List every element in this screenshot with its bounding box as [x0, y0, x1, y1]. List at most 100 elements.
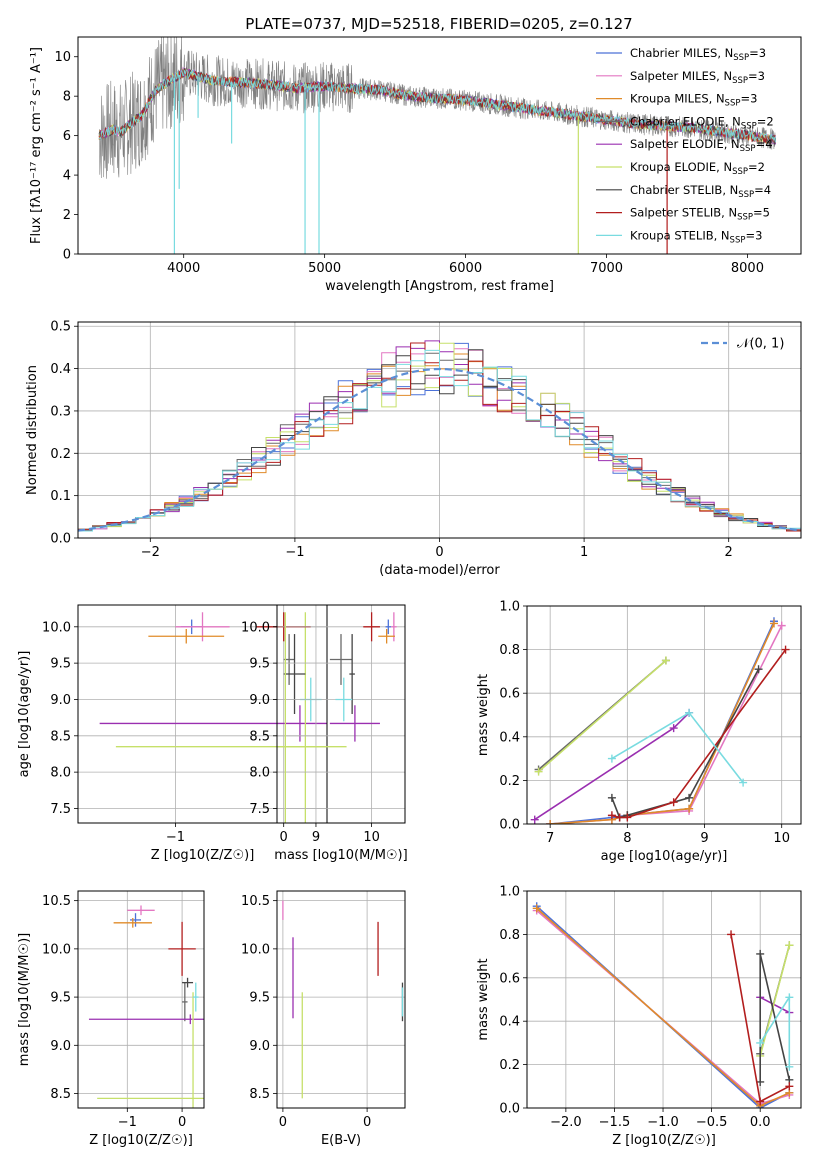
x-axis-label: wavelength [Angstrom, rest frame] [325, 279, 554, 294]
data-layer [88, 905, 204, 1108]
legend-label: 𝒩(0, 1) [737, 337, 784, 352]
y-tick-label: 0 [63, 248, 71, 263]
legend-value: =4 [756, 137, 773, 151]
y-tick-label: 0.2 [499, 774, 520, 789]
mass-vs-z-panel: −1 0 8.5 9.0 9.5 10.0 10.5 Z [log10(Z/Z☉)] mass … [17, 890, 205, 1148]
series-line [759, 994, 791, 1067]
x-tick-label: −0.5 [696, 1115, 728, 1130]
legend-subscript: SSP [733, 53, 749, 63]
y-tick-label: 0.4 [499, 1015, 520, 1030]
data-layer [98, 37, 777, 254]
point-marker [785, 1082, 794, 1091]
y-tick-label: 0.4 [50, 362, 71, 377]
legend-value: =3 [749, 46, 766, 60]
legend-subscript: SSP [738, 190, 754, 200]
age-vs-z-panel: −1 0 7.5 8.0 8.5 9.0 9.5 10.0 Z [log10(Z/Z☉)] age… [17, 604, 328, 863]
legend-value: =2 [757, 114, 774, 128]
weight-vs-age-panel: 7 8 9 10 0.0 0.2 0.4 0.6 0.8 1.0 age [log10(age/yr… [476, 600, 802, 864]
y-tick-label: 1.0 [499, 600, 520, 615]
point-marker [532, 904, 541, 913]
y-axis-label: Flux [fλ10⁻¹⁷ erg cm⁻² s⁻¹ A⁻¹] [29, 47, 44, 244]
series-line [538, 659, 667, 773]
data-layer [277, 612, 397, 823]
y-axis-label: mass [log10(M/M☉)] [17, 933, 32, 1066]
x-tick-label: 10 [363, 830, 380, 845]
x-axis-label: Z [log10(Z/Z☉)] [89, 1133, 193, 1148]
y-tick-label: 0.8 [499, 928, 520, 943]
y-tick-label: 10.5 [42, 894, 71, 909]
legend: Chabrier MILES, NSSP=3 Salpeter MILES, NS… [596, 46, 774, 245]
y-tick-label: 9.0 [249, 693, 270, 708]
y-tick-label: 9.0 [50, 1039, 71, 1054]
legend-subscript: SSP [741, 121, 757, 131]
y-tick-label: 0.3 [50, 404, 71, 419]
y-tick-label: 9.5 [249, 991, 270, 1006]
y-tick-label: 10.0 [241, 620, 270, 635]
legend-label: Salpeter ELODIE, NSSP=4 [630, 137, 773, 154]
y-tick-label: 9.5 [50, 657, 71, 672]
y-tick-label: 0.6 [499, 687, 520, 702]
x-tick-label: −2.0 [550, 1115, 582, 1130]
y-tick-label: 0.0 [499, 818, 520, 833]
mass-vs-ebv-panel: 0 0 8.5 9.0 9.5 10.0 10.5 E(B-V) [241, 890, 406, 1148]
x-tick-label: 0 [279, 1115, 287, 1130]
y-tick-label: 0.6 [499, 971, 520, 986]
x-tick-label: 7 [546, 831, 554, 846]
axes-frame [77, 321, 802, 539]
legend-value: =4 [754, 183, 771, 197]
x-axis-label: E(B-V) [321, 1133, 361, 1148]
y-tick-label: 10.0 [241, 942, 270, 957]
grid-lines [527, 605, 801, 825]
y-axis-label: mass weight [476, 674, 491, 756]
axes-frame [77, 890, 205, 1109]
point-marker [607, 793, 616, 802]
legend-label: Salpeter STELIB, NSSP=5 [630, 206, 770, 223]
y-tick-label: 9.0 [249, 1039, 270, 1054]
point-marker [769, 619, 778, 628]
x-tick-label: 5000 [308, 261, 341, 276]
legend-value: =5 [753, 206, 770, 220]
y-tick-label: 8 [63, 90, 71, 105]
x-axis-label: Z [log10(Z/Z☉)] [612, 1133, 716, 1148]
point-marker [685, 708, 694, 717]
point-marker [530, 815, 539, 824]
axes-frame [77, 36, 802, 255]
y-tick-label: 0.0 [50, 532, 71, 547]
x-tick-label: 7000 [590, 261, 623, 276]
x-axis-label: mass [log10(M/M☉)] [274, 848, 407, 863]
data-layer [532, 902, 794, 1108]
y-tick-label: 9.5 [249, 657, 270, 672]
spectrum-title: PLATE=0737, MJD=52518, FIBERID=0205, z=0… [245, 15, 632, 33]
series-line [759, 996, 790, 1014]
data-layer [282, 900, 404, 1099]
point-marker [669, 724, 678, 733]
series-line [550, 623, 775, 824]
legend-label: Kroupa MILES, NSSP=3 [630, 92, 757, 109]
series-line [550, 625, 783, 824]
grid-lines [277, 605, 405, 823]
point-marker [607, 754, 616, 763]
x-tick-label: 8 [623, 831, 631, 846]
y-tick-label: 0.4 [499, 730, 520, 745]
point-marker [615, 813, 624, 822]
legend-subscript: SSP [732, 76, 748, 86]
x-axis-label: Z [log10(Z/Z☉)] [151, 848, 255, 863]
y-tick-label: 10.0 [42, 620, 71, 635]
legend-subscript: SSP [725, 99, 741, 109]
point-marker [756, 1097, 765, 1106]
legend-subscript: SSP [730, 235, 746, 245]
point-marker [623, 813, 632, 822]
point-marker [777, 621, 786, 630]
y-tick-label: 8.5 [50, 1087, 71, 1102]
y-tick-label: 0.1 [50, 489, 71, 504]
axes-frame [526, 890, 802, 1109]
point-marker [785, 993, 794, 1002]
point-marker [685, 793, 694, 802]
model-spectrum-line [98, 69, 777, 143]
x-tick-label: −1 [285, 545, 304, 560]
series-line [550, 620, 775, 824]
legend-label: Chabrier MILES, NSSP=3 [630, 46, 766, 63]
point-marker [781, 645, 790, 654]
x-tick-label: 10 [773, 831, 790, 846]
